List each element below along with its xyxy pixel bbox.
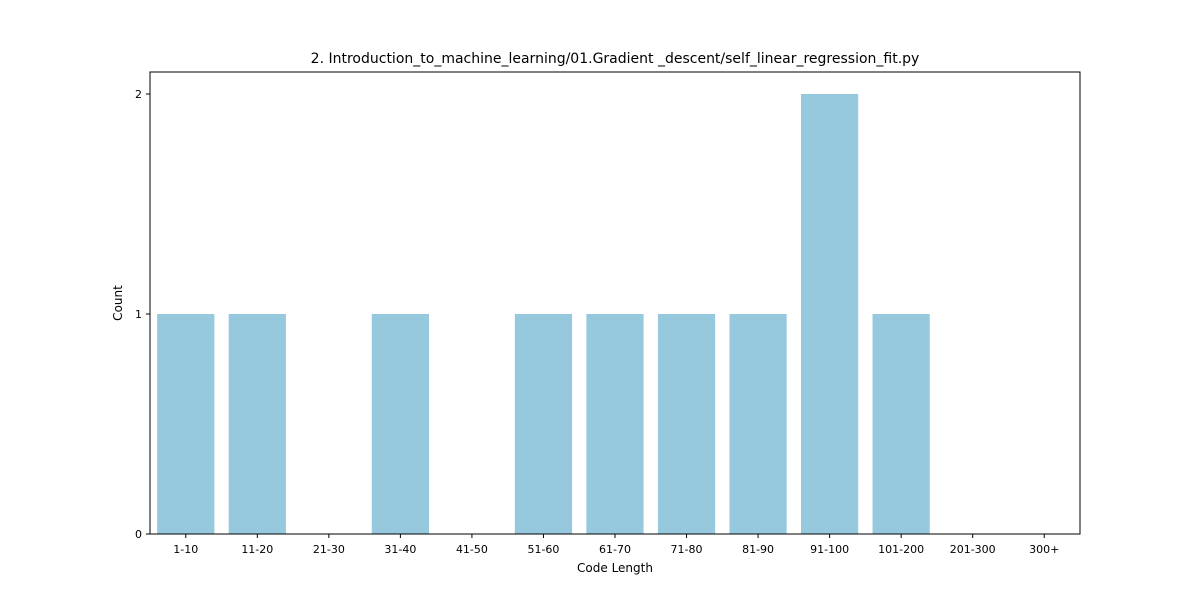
y-tick-label: 1 bbox=[135, 308, 142, 321]
x-tick-label: 81-90 bbox=[742, 543, 774, 556]
bar-1-10 bbox=[157, 314, 215, 534]
x-tick-label: 71-80 bbox=[671, 543, 703, 556]
x-tick-label: 41-50 bbox=[456, 543, 488, 556]
bar-11-20 bbox=[228, 314, 286, 534]
x-tick-label: 31-40 bbox=[384, 543, 416, 556]
y-axis-label: Count bbox=[111, 285, 125, 321]
bars-group bbox=[157, 94, 930, 534]
x-tick-label: 21-30 bbox=[313, 543, 345, 556]
x-tick-label: 11-20 bbox=[241, 543, 273, 556]
y-axis: 0 1 2 bbox=[135, 88, 150, 541]
bar-61-70 bbox=[586, 314, 644, 534]
chart-title: 2. Introduction_to_machine_learning/01.G… bbox=[311, 51, 920, 67]
y-tick-label: 2 bbox=[135, 88, 142, 101]
bar-101-200 bbox=[872, 314, 930, 534]
bar-71-80 bbox=[657, 314, 716, 534]
x-tick-label: 51-60 bbox=[527, 543, 559, 556]
x-tick-label: 300+ bbox=[1029, 543, 1059, 556]
y-tick-label: 0 bbox=[135, 528, 142, 541]
bar-91-100 bbox=[801, 94, 859, 534]
x-axis: 1-10 11-20 21-30 31-40 41-50 51-60 61-70 71-80 8… bbox=[173, 534, 1059, 556]
bar-81-90 bbox=[729, 314, 787, 534]
x-tick-label: 101-200 bbox=[878, 543, 924, 556]
x-tick-label: 91-100 bbox=[810, 543, 849, 556]
x-tick-label: 61-70 bbox=[599, 543, 631, 556]
bar-31-40 bbox=[371, 314, 429, 534]
x-tick-label: 1-10 bbox=[173, 543, 198, 556]
x-axis-label: Code Length bbox=[577, 561, 653, 575]
bar-51-60 bbox=[514, 314, 573, 534]
x-tick-label: 201-300 bbox=[950, 543, 996, 556]
